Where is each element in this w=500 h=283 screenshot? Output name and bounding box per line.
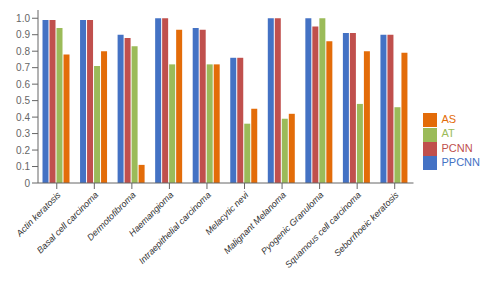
svg-text:Malignant Melanoma: Malignant Melanoma bbox=[222, 190, 288, 256]
html-text:AS: AS bbox=[441, 113, 457, 126]
svg-text:Basal cell carcinoma: Basal cell carcinoma bbox=[35, 190, 100, 255]
svg-text:0.4: 0.4 bbox=[16, 112, 30, 123]
svg-text:0.9: 0.9 bbox=[16, 29, 30, 40]
svg-text:1.0: 1.0 bbox=[16, 13, 30, 24]
svg-text:0.7: 0.7 bbox=[16, 62, 30, 73]
svg-text:Haemangioma: Haemangioma bbox=[126, 189, 176, 239]
svg-text:0.2: 0.2 bbox=[16, 145, 30, 156]
svg-text:Pyogenic Granuloma: Pyogenic Granuloma bbox=[259, 190, 326, 257]
svg-text:Dermotofibroma: Dermotofibroma bbox=[85, 189, 138, 243]
html-text:AT: AT bbox=[441, 127, 455, 140]
svg-text:Melacytic nevi: Melacytic nevi bbox=[203, 189, 251, 237]
svg-text:0.5: 0.5 bbox=[16, 95, 30, 106]
html-text:PPCNN: PPCNN bbox=[441, 155, 480, 168]
svg-text:0.3: 0.3 bbox=[16, 128, 30, 139]
svg-text:Squamous cell carcinoma: Squamous cell carcinoma bbox=[283, 190, 363, 270]
svg-text:Seborrhoeic keratosis: Seborrhoeic keratosis bbox=[332, 190, 401, 259]
svg-text:0: 0 bbox=[24, 178, 30, 189]
svg-text:Actin keratosis: Actin keratosis bbox=[14, 189, 63, 239]
svg-text:0.1: 0.1 bbox=[16, 161, 30, 172]
svg-text:0.6: 0.6 bbox=[16, 79, 30, 90]
svg-text:Intraepithelial carcinoma: Intraepithelial carcinoma bbox=[137, 190, 213, 266]
svg-text:0.8: 0.8 bbox=[16, 46, 30, 57]
html-text:PCNN: PCNN bbox=[441, 141, 473, 154]
